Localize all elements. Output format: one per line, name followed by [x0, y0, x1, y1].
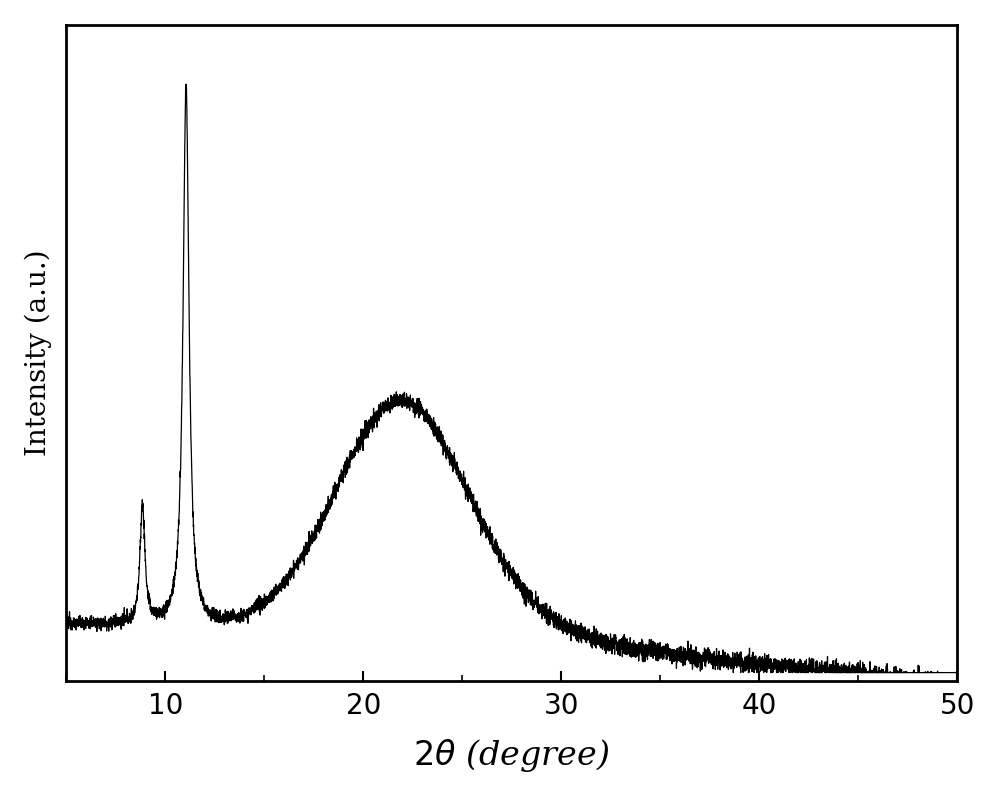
Y-axis label: Intensity (a.u.): Intensity (a.u.) [25, 250, 52, 456]
X-axis label: $2\theta$ (degree): $2\theta$ (degree) [413, 737, 610, 774]
